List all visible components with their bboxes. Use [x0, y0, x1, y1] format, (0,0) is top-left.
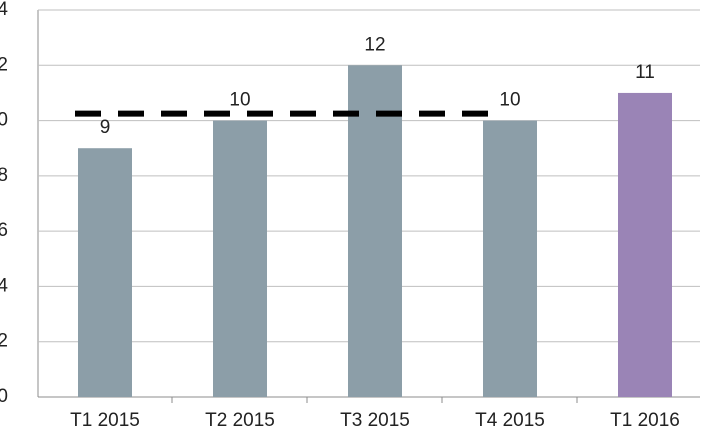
x-tick-label: T1 2015 — [70, 410, 140, 431]
bar — [618, 92, 672, 397]
y-tick-label: 4 — [0, 275, 8, 296]
x-tick-label: T3 2015 — [340, 410, 410, 431]
bar — [78, 148, 132, 397]
y-tick-label: 12 — [0, 54, 8, 75]
x-tick-label: T2 2015 — [205, 410, 275, 431]
y-tick-label: 10 — [0, 110, 8, 131]
data-label: 11 — [635, 62, 655, 83]
bar — [483, 120, 537, 398]
data-label: 9 — [100, 117, 111, 138]
data-label: 10 — [499, 90, 520, 111]
bar — [348, 65, 402, 398]
y-tick-label: 6 — [0, 220, 8, 241]
y-tick-label: 2 — [0, 331, 8, 352]
data-label: 10 — [229, 90, 250, 111]
bar — [213, 120, 267, 398]
y-tick-label: 0 — [0, 386, 8, 407]
y-tick-label: 14 — [0, 0, 8, 20]
x-tick-label: T4 2015 — [475, 410, 545, 431]
y-tick-label: 8 — [0, 165, 8, 186]
data-label: 12 — [364, 34, 385, 55]
x-tick-label: T1 2016 — [610, 410, 680, 431]
